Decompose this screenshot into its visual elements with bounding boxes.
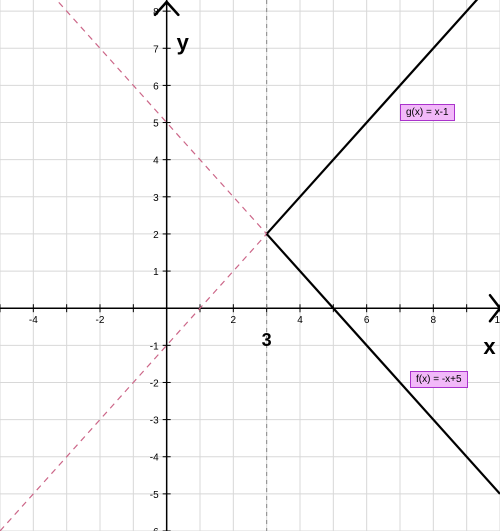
svg-text:5: 5 — [153, 119, 159, 130]
svg-text:2: 2 — [153, 230, 159, 241]
function-label-f: f(x) = -x+5 — [410, 371, 468, 388]
svg-text:1: 1 — [153, 267, 159, 278]
svg-text:-2: -2 — [150, 378, 159, 389]
chart-background — [0, 0, 500, 531]
svg-text:-4: -4 — [150, 453, 159, 464]
svg-text:3: 3 — [153, 193, 159, 204]
svg-text:10: 10 — [494, 315, 500, 326]
svg-text:8: 8 — [431, 315, 437, 326]
svg-text:4: 4 — [153, 156, 159, 167]
svg-text:-6: -6 — [150, 527, 159, 531]
svg-text:-2: -2 — [96, 315, 105, 326]
svg-text:6: 6 — [364, 315, 370, 326]
svg-text:8: 8 — [153, 7, 159, 18]
svg-text:-3: -3 — [150, 416, 159, 427]
function-label-g: g(x) = x-1 — [400, 104, 455, 121]
svg-text:7: 7 — [153, 44, 159, 55]
handwritten-three-label: 3 — [262, 330, 272, 351]
coordinate-plane-chart: -4 -2 2 4 6 8 10 -6 -5 -4 -3 -2 -1 1 2 3 4 5 6 7 8 g(x) = x-1… — [0, 0, 500, 531]
y-axis-label: y — [177, 30, 189, 56]
svg-text:-4: -4 — [29, 315, 38, 326]
svg-text:4: 4 — [297, 315, 303, 326]
svg-text:2: 2 — [231, 315, 237, 326]
svg-text:6: 6 — [153, 81, 159, 92]
svg-text:-1: -1 — [150, 341, 159, 352]
chart-svg: -4 -2 2 4 6 8 10 -6 -5 -4 -3 -2 -1 1 2 3 4 5 6 7 8 — [0, 0, 500, 531]
svg-text:-5: -5 — [150, 490, 159, 501]
x-axis-label: x — [483, 334, 495, 360]
